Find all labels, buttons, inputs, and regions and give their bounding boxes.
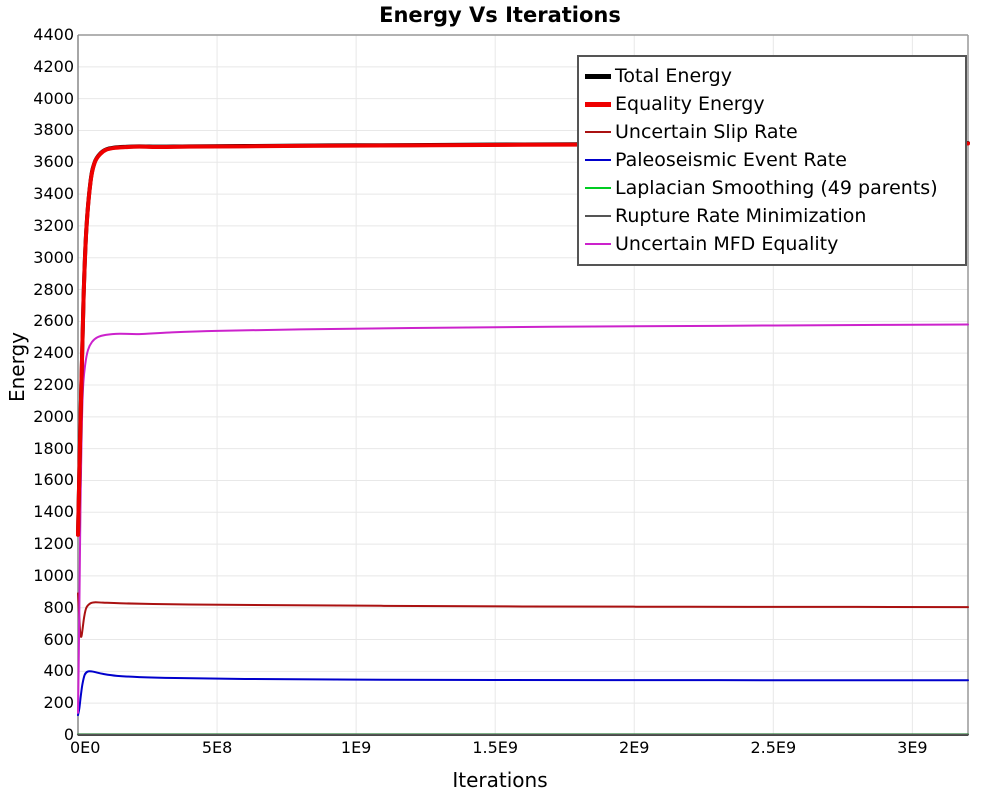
chart-title: Energy Vs Iterations [379,3,621,27]
y-tick-label: 3400 [33,184,74,204]
legend-item-label: Laplacian Smoothing (49 parents) [615,177,938,199]
legend-item-label: Paleoseismic Event Rate [615,149,847,171]
y-tick-label: 1400 [33,502,74,522]
y-tick-label: 800 [43,597,74,617]
y-tick-label: 400 [43,661,74,681]
x-tick-label: 2E9 [619,738,650,757]
y-axis-ticks: 0 200 400 600 800 1000 1200 1400 1600 1800 2000 220… [8,0,74,800]
y-tick-label: 4200 [33,56,74,76]
legend-item[interactable]: Uncertain Slip Rate [579,118,965,146]
y-tick-label: 600 [43,629,74,649]
legend-item[interactable]: Uncertain MFD Equality [579,230,965,258]
legend-item[interactable]: Rupture Rate Minimization [579,202,965,230]
y-tick-label: 0 [63,725,74,744]
x-tick-label: 3E9 [897,738,928,757]
y-tick-label: 3600 [33,152,74,172]
chart-legend: Total Energy Equality Energy Uncertain Sli… [577,55,967,266]
series-line [77,670,969,717]
legend-item[interactable]: Laplacian Smoothing (49 parents) [579,174,965,202]
legend-item-label: Rupture Rate Minimization [615,205,867,227]
y-tick-label: 200 [43,693,74,713]
legend-item[interactable]: Paleoseismic Event Rate [579,146,965,174]
y-tick-label: 2600 [33,311,74,331]
legend-item[interactable]: Equality Energy [579,90,965,118]
y-tick-label: 1000 [33,565,74,585]
y-tick-label: 2200 [33,375,74,394]
y-tick-label: 1800 [33,438,74,458]
y-tick-label: 3000 [33,247,74,267]
legend-color-swatch [585,209,611,223]
legend-item-label: Uncertain Slip Rate [615,121,798,143]
y-tick-label: 4400 [33,25,74,44]
series-line [77,592,969,638]
legend-color-swatch [585,181,611,195]
legend-color-swatch [585,237,611,251]
y-tick-label: 2800 [33,279,74,299]
y-tick-label: 1200 [33,534,74,554]
x-tick-label: 2.5E9 [750,738,797,757]
legend-item[interactable]: Total Energy [579,62,965,90]
y-tick-label: 1600 [33,470,74,490]
legend-color-swatch [585,125,611,139]
y-tick-label: 2400 [33,343,74,363]
x-tick-label: 1E9 [340,738,372,757]
y-tick-label: 2000 [33,406,74,426]
legend-color-swatch [585,69,611,83]
y-tick-label: 4000 [33,88,74,108]
x-tick-label: 5E8 [201,738,233,757]
legend-item-label: Equality Energy [615,93,765,115]
legend-item-label: Uncertain MFD Equality [615,233,839,255]
legend-item-label: Total Energy [615,65,732,87]
legend-color-swatch [585,153,611,167]
y-tick-label: 3800 [33,120,74,140]
x-tick-label: 0E0 [70,738,101,757]
x-axis-label: Iterations [452,768,548,792]
x-tick-label: 1.5E9 [472,738,519,757]
legend-color-swatch [585,97,611,111]
y-tick-label: 3200 [33,215,74,235]
